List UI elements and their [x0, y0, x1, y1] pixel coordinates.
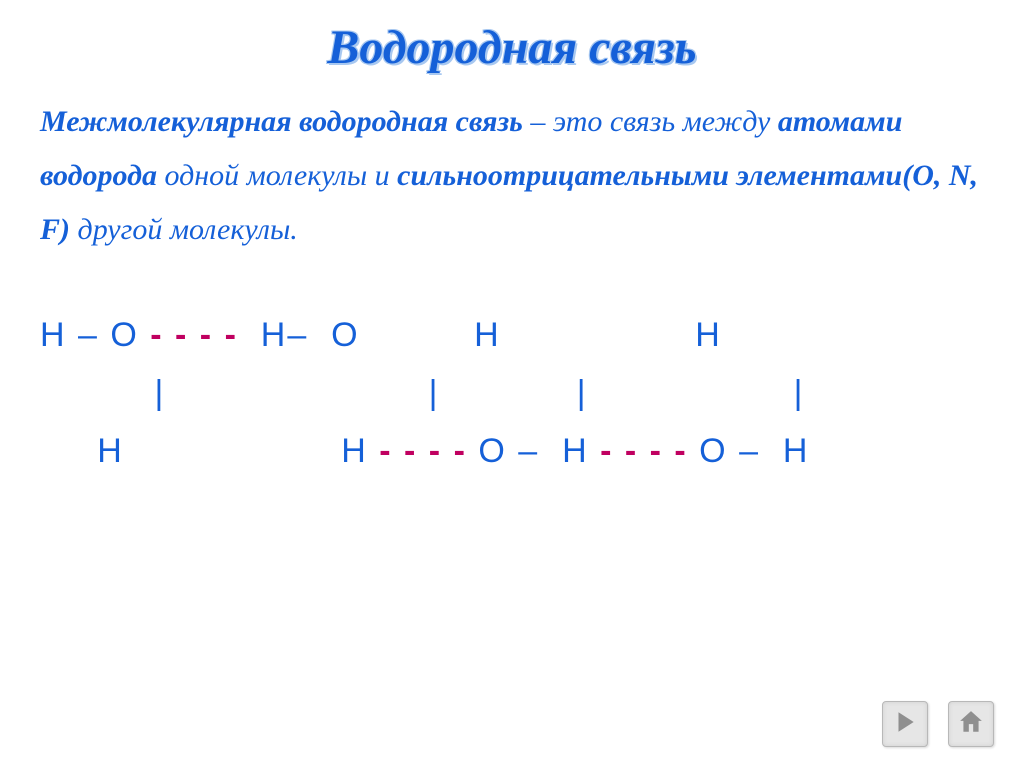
hydrogen-bond: - - - -: [150, 316, 238, 354]
d-r1d: O H H: [308, 316, 722, 354]
vertical-bond: |: [794, 374, 805, 412]
d-r2p3: [439, 374, 576, 412]
d-r1c: H: [238, 316, 287, 354]
def-tail: ): [60, 213, 78, 246]
next-button[interactable]: [882, 701, 928, 747]
vertical-bond: |: [154, 374, 165, 412]
covalent-bond: –: [287, 316, 308, 354]
covalent-bond: –: [739, 432, 760, 470]
d-r2p4: [588, 374, 794, 412]
hydrogen-bond-diagram: H – O - - - - H– O H H | | | | H H - - -…: [40, 307, 984, 480]
slide-title: Водородная связь: [40, 20, 984, 75]
vertical-bond: |: [577, 374, 588, 412]
covalent-bond: –: [78, 316, 99, 354]
d-r3d: O: [688, 432, 739, 470]
d-r2p1: [40, 374, 154, 412]
d-r3b: O: [467, 432, 518, 470]
d-r1a: H: [40, 316, 78, 354]
definition-term: Межмолекулярная водородная связь: [40, 105, 523, 138]
d-r3e: H: [760, 432, 809, 470]
d-r2p2: [165, 374, 428, 412]
vertical-bond: |: [429, 374, 440, 412]
d-r1b: O: [99, 316, 150, 354]
def-rest: другой молекулы.: [78, 213, 298, 246]
d-r3a: H H: [40, 432, 379, 470]
triangle-right-icon: [892, 709, 918, 740]
def-sep: – это связь между: [523, 105, 778, 138]
definition-text: Межмолекулярная водородная связь – это с…: [40, 95, 984, 257]
slide: Водородная связь Межмолекулярная водород…: [0, 0, 1024, 767]
nav-controls: [882, 701, 994, 747]
house-icon: [958, 709, 984, 740]
def-bold-3: сильноотрицательными элементами(: [397, 159, 912, 192]
hydrogen-bond: - - - -: [600, 432, 688, 470]
home-button[interactable]: [948, 701, 994, 747]
covalent-bond: –: [518, 432, 539, 470]
d-r3c: H: [539, 432, 600, 470]
def-mid: одной молекулы и: [157, 159, 397, 192]
hydrogen-bond: - - - -: [379, 432, 467, 470]
